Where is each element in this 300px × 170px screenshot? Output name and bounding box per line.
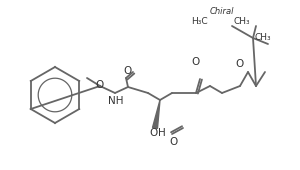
- Text: H: H: [158, 128, 166, 138]
- Text: NH: NH: [108, 96, 124, 106]
- Text: CH₃: CH₃: [234, 18, 250, 27]
- Text: O: O: [123, 66, 131, 76]
- Text: O: O: [192, 57, 200, 67]
- Text: O: O: [236, 59, 244, 69]
- Polygon shape: [152, 100, 160, 129]
- Text: O: O: [150, 128, 158, 138]
- Text: O: O: [170, 137, 178, 147]
- Text: H₃C: H₃C: [191, 18, 207, 27]
- Text: Chiral: Chiral: [210, 6, 234, 15]
- Text: CH₃: CH₃: [255, 33, 271, 42]
- Text: O: O: [96, 80, 104, 90]
